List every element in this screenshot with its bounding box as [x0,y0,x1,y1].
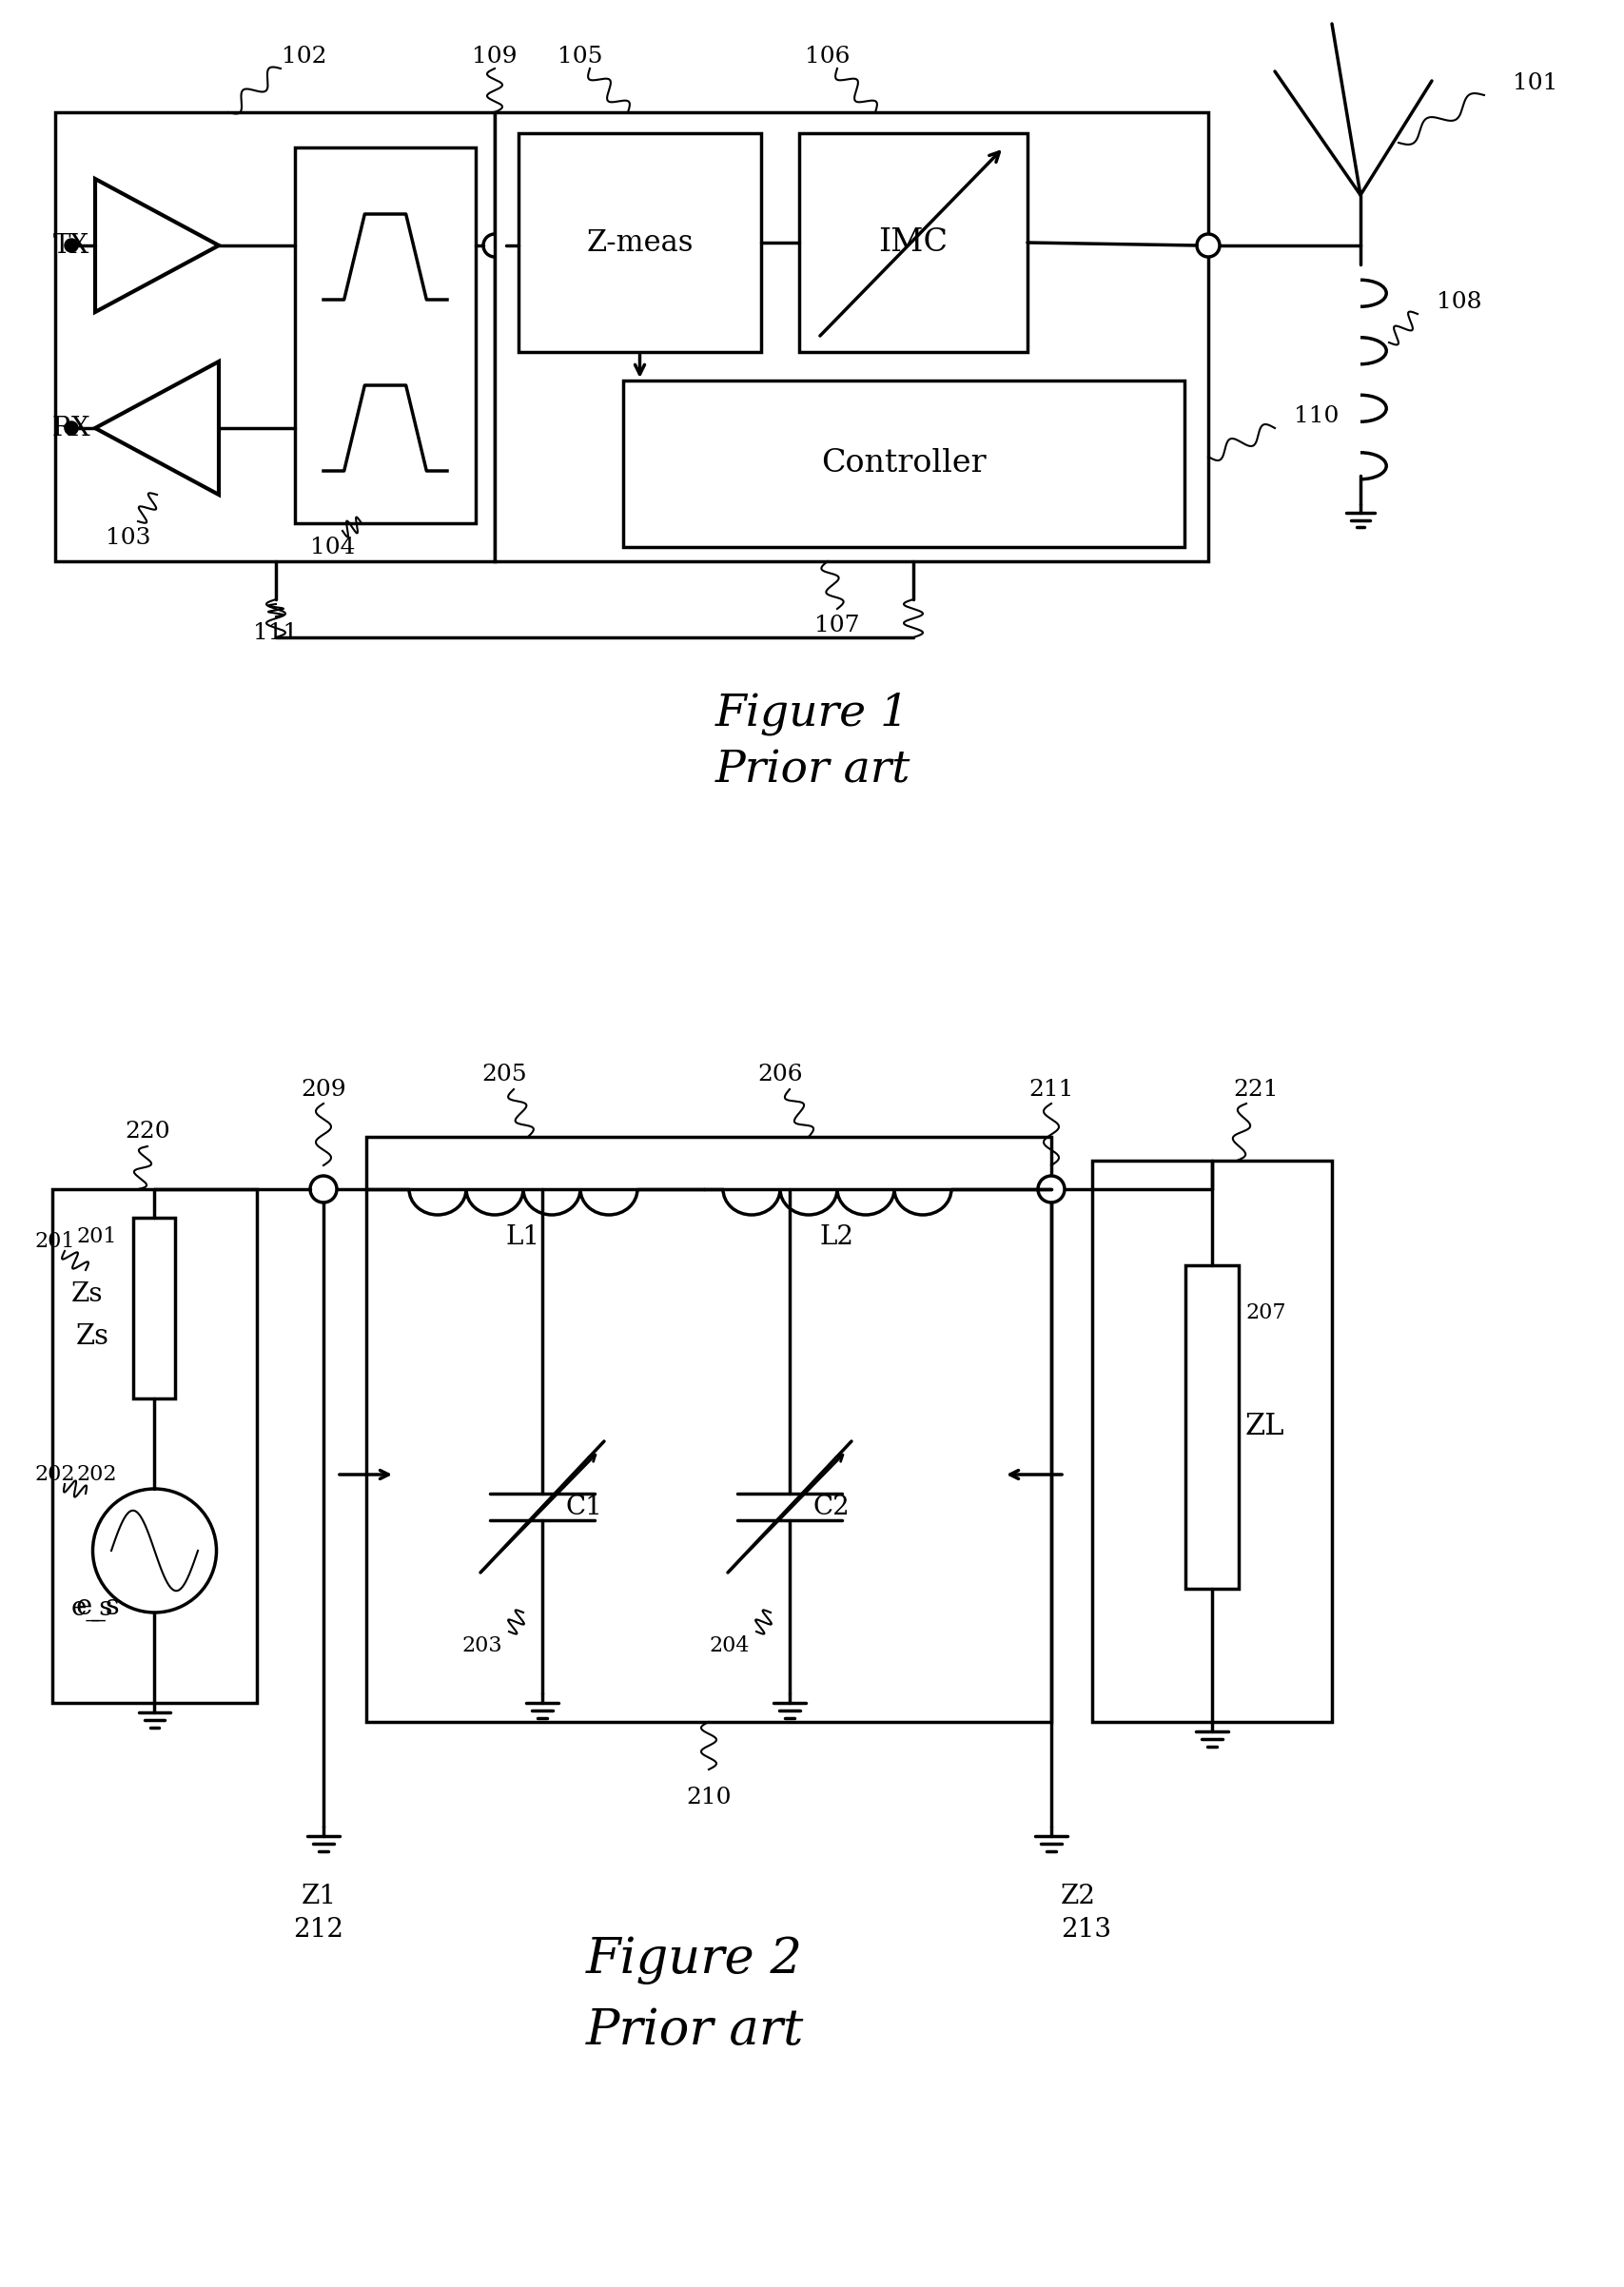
Text: 220: 220 [125,1121,171,1144]
Text: Prior art: Prior art [585,2006,804,2056]
Circle shape [93,1489,216,1612]
Text: 211: 211 [1028,1079,1073,1100]
Circle shape [1197,233,1220,256]
Text: Zs: Zs [71,1281,104,1306]
Text: Z2: Z2 [1060,1884,1095,1910]
Text: Prior art: Prior art [715,750,909,791]
Text: 213: 213 [1060,1917,1111,1942]
Text: 202: 202 [36,1464,75,1484]
Bar [52,1189,257,1704]
Text: C1: C1 [565,1493,603,1521]
Text: 202: 202 [76,1464,117,1484]
Text: RX: RX [52,416,91,441]
Bar [518,133,760,352]
Text: 209: 209 [300,1079,346,1100]
Text: C2: C2 [814,1493,849,1521]
Circle shape [65,240,76,252]
Text: L1: L1 [505,1224,541,1249]
Text: 210: 210 [685,1786,731,1809]
Text: 207: 207 [1244,1301,1285,1324]
Text: e_s: e_s [71,1594,114,1621]
Text: 203: 203 [461,1635,502,1656]
Text: 212: 212 [294,1917,344,1942]
Text: 102: 102 [281,46,326,69]
Text: Figure 1: Figure 1 [715,693,909,734]
Text: 106: 106 [804,46,849,69]
Bar [55,112,494,560]
Text: Figure 2: Figure 2 [586,1935,802,1985]
Text: 110: 110 [1293,405,1338,428]
Bar [294,146,476,524]
Text: e_s: e_s [76,1594,120,1621]
Circle shape [65,423,76,435]
Text: Z-meas: Z-meas [586,229,693,258]
Text: 201: 201 [36,1230,75,1251]
Text: 108: 108 [1436,290,1481,313]
Text: 109: 109 [473,46,516,69]
Bar [365,1137,1051,1722]
Text: 105: 105 [557,46,603,69]
Text: 201: 201 [76,1226,117,1246]
Circle shape [482,233,505,256]
Text: Z1: Z1 [300,1884,336,1910]
Bar [1091,1160,1332,1722]
Bar [1186,1265,1237,1589]
Text: 101: 101 [1512,73,1557,94]
Bar [133,1217,175,1397]
Text: 103: 103 [106,526,151,549]
Bar [494,112,1208,560]
Text: TX: TX [54,233,89,258]
Text: 205: 205 [481,1063,526,1086]
Text: L2: L2 [820,1224,854,1249]
Bar [622,380,1184,547]
Text: 107: 107 [814,615,859,636]
Text: 221: 221 [1233,1079,1278,1100]
Circle shape [1038,1176,1064,1203]
Text: 111: 111 [253,622,299,643]
Text: 104: 104 [310,535,356,558]
Text: IMC: IMC [879,226,947,258]
Bar [799,133,1026,352]
Text: 204: 204 [708,1635,749,1656]
Text: Controller: Controller [820,448,986,478]
Circle shape [310,1176,336,1203]
Text: ZL: ZL [1244,1413,1285,1441]
Text: Zs: Zs [76,1324,109,1349]
Text: 206: 206 [757,1063,802,1086]
